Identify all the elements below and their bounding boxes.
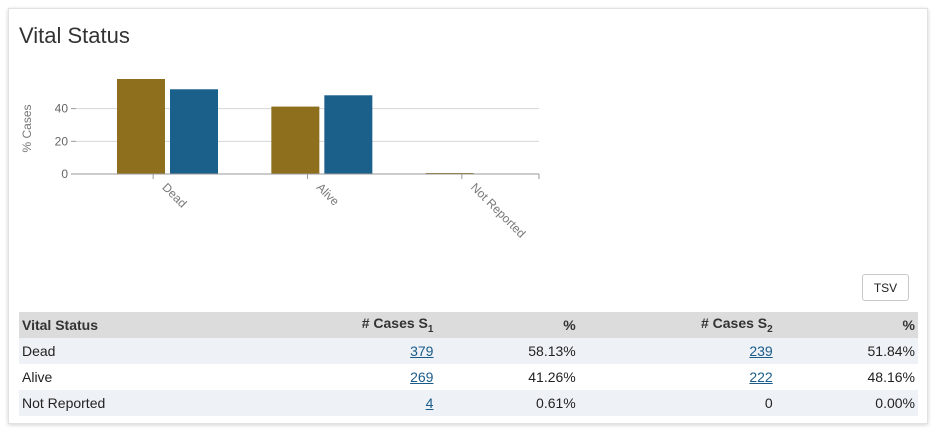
bar-dead-s1 xyxy=(117,79,165,174)
header-cases-s1-label: # Cases S xyxy=(361,315,428,332)
percent-s1-cell: 0.61% xyxy=(536,395,576,411)
x-tick-label-1: Alive xyxy=(314,180,343,209)
cases-s2-link[interactable]: 222 xyxy=(749,369,773,385)
y-axis-label: % Cases xyxy=(20,104,34,152)
x-tick-label-0: Dead xyxy=(159,180,189,210)
card-title: Vital Status xyxy=(19,23,130,48)
header-cases-s2: # Cases S2 xyxy=(579,312,776,338)
y-tick-label-0: 0 xyxy=(61,167,68,181)
bar-alive-s2 xyxy=(324,95,373,174)
percent-s2-cell: 0.00% xyxy=(875,395,915,411)
table-row-alive: Alive 269 41.26% 222 48.16% xyxy=(19,364,918,390)
vital-status-card: Vital Status 0 20 40% Cases Dead Alive Not Re… xyxy=(8,8,928,424)
header-cases-s2-label: # Cases S xyxy=(700,315,768,332)
percent-s2-cell: 48.16% xyxy=(867,369,915,385)
cases-s1-cell: 269 xyxy=(249,364,436,390)
row-label: Dead xyxy=(22,343,56,359)
y-tick-label-20: 20 xyxy=(55,134,69,148)
cases-s1-cell: 4 xyxy=(249,390,436,416)
row-label: Not Reported xyxy=(22,395,106,411)
percent-s2-cell: 51.84% xyxy=(867,343,915,359)
cases-s2-cell: 0 xyxy=(764,395,773,411)
header-cases-s1: # Cases S1 xyxy=(249,312,436,338)
tsv-download-button[interactable]: TSV xyxy=(862,274,909,301)
y-tick-label-40: 40 xyxy=(55,102,69,116)
chart-bars xyxy=(117,79,474,174)
percent-s1-cell: 41.26% xyxy=(528,369,576,385)
table-row-dead: Dead 379 58.13% 239 51.84% xyxy=(19,338,918,364)
row-label: Alive xyxy=(22,369,53,385)
header-percent-s2: % xyxy=(902,317,915,333)
percent-s1-cell: 58.13% xyxy=(528,343,576,359)
x-tick-label-2: Not Reported xyxy=(468,180,528,240)
vital-status-bar-chart: 0 20 40 % Cases Dead Alive Not Reported xyxy=(20,79,540,241)
header-cases-s1-sub: 1 xyxy=(427,323,434,335)
cases-s2-cell: 239 xyxy=(579,338,776,364)
cases-s1-cell: 379 xyxy=(249,338,436,364)
cases-s1-link[interactable]: 4 xyxy=(425,395,434,411)
header-vital-status: Vital Status xyxy=(22,317,98,333)
cases-s1-link[interactable]: 269 xyxy=(410,369,434,385)
bar-dead-s2 xyxy=(170,89,218,174)
vital-status-table: Vital Status # Cases S1 % # Cases S2 % D… xyxy=(19,312,918,416)
header-percent-s1: % xyxy=(563,317,576,333)
cases-s1-link[interactable]: 379 xyxy=(410,343,434,359)
cases-s2-cell: 222 xyxy=(579,364,776,390)
table-row-not-reported: Not Reported 4 0.61% 0 0.00% xyxy=(19,390,918,416)
header-cases-s2-sub: 2 xyxy=(767,323,773,335)
bar-alive-s1 xyxy=(271,106,320,174)
table-header-row: Vital Status # Cases S1 % # Cases S2 % xyxy=(19,312,918,338)
cases-s2-link[interactable]: 239 xyxy=(749,343,773,359)
